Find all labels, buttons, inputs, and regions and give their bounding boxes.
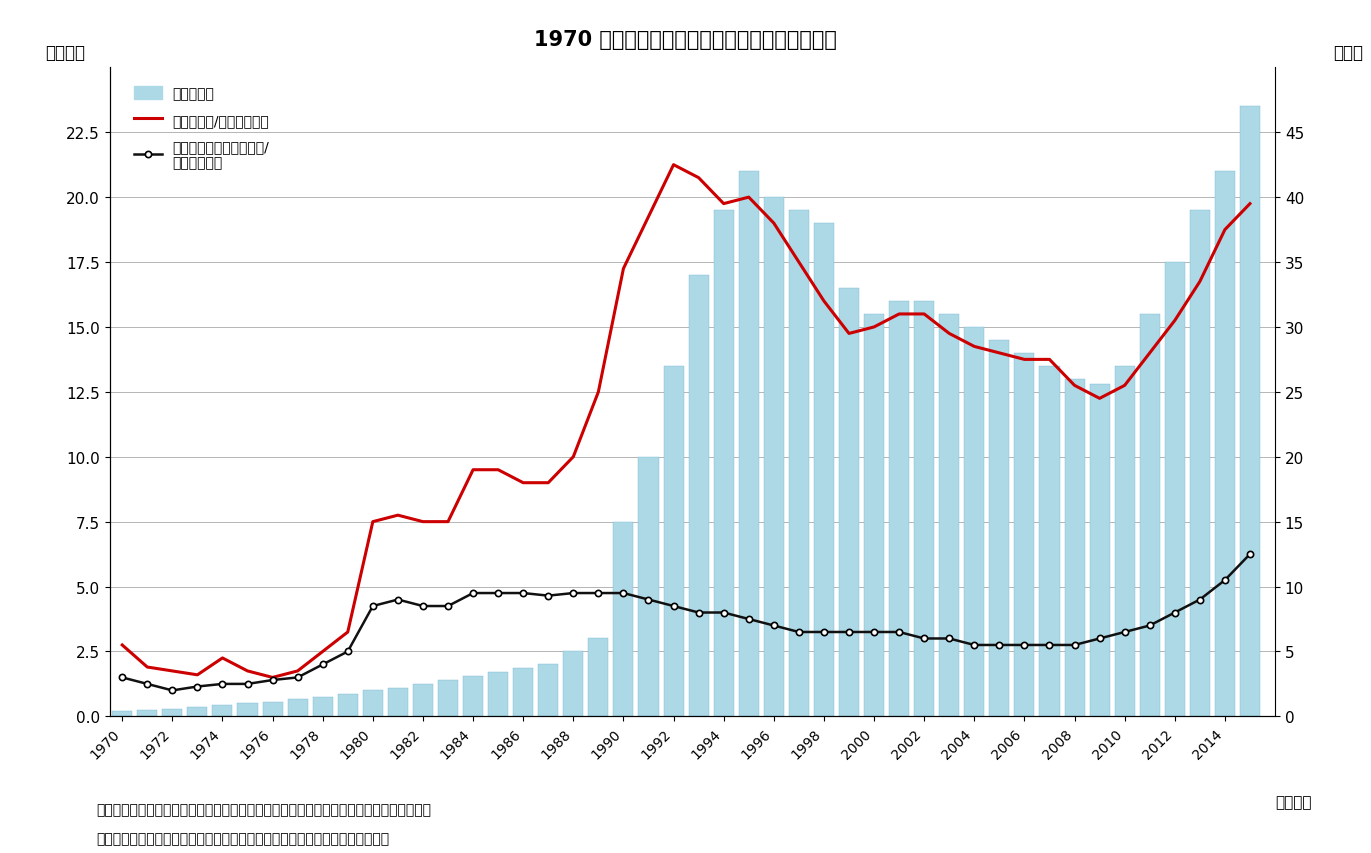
Bar (764, 198, 784, 717)
Bar (714, 211, 733, 717)
Bar (739, 172, 758, 717)
Bar (864, 315, 884, 717)
Bar (639, 457, 658, 717)
Bar (1039, 367, 1060, 717)
Bar (413, 684, 433, 717)
Text: （注）総基金残高は、財政調整基金、減債基金、その他特定目的基金の積立金残高の合計: （注）総基金残高は、財政調整基金、減債基金、その他特定目的基金の積立金残高の合計 (96, 802, 430, 815)
Bar (463, 676, 483, 717)
Bar (112, 711, 132, 717)
Bar (539, 664, 558, 717)
Bar (1139, 315, 1160, 717)
Bar (1239, 107, 1260, 717)
Bar (964, 328, 984, 717)
Bar (213, 705, 233, 717)
Bar (1190, 211, 1209, 717)
Bar (664, 367, 684, 717)
Legend: 総基金残高, 総基金残高/標準財政規模, 財政調整基金積立金残高/
標準財政規模: 総基金残高, 総基金残高/標準財政規模, 財政調整基金積立金残高/ 標準財政規模 (129, 82, 276, 176)
Text: （兆円）: （兆円） (45, 44, 85, 61)
Bar (588, 639, 609, 717)
Bar (513, 669, 533, 717)
Bar (1064, 380, 1084, 717)
Bar (1115, 367, 1135, 717)
Bar (388, 688, 409, 717)
Text: （％）: （％） (1334, 44, 1363, 61)
Bar (488, 672, 509, 717)
Bar (263, 702, 282, 717)
Bar (162, 709, 182, 717)
Bar (839, 288, 860, 717)
Text: （年度）: （年度） (1275, 794, 1312, 809)
Bar (788, 211, 809, 717)
Bar (1165, 263, 1185, 717)
Bar (137, 710, 158, 717)
Bar (188, 707, 207, 717)
Bar (1015, 353, 1035, 717)
Bar (613, 522, 633, 717)
Bar (814, 223, 834, 717)
Bar (888, 302, 909, 717)
Text: （資料）総務省「都道府県決算状況調」「市町村決算状況調」に基づいて作成: （資料）総務省「都道府県決算状況調」「市町村決算状況調」に基づいて作成 (96, 832, 389, 845)
Bar (939, 315, 960, 717)
Bar (688, 276, 709, 717)
Bar (337, 694, 358, 717)
Bar (914, 302, 934, 717)
Text: 1970 年度以降の地方公共団体の基金残高の推移: 1970 年度以降の地方公共団体の基金残高の推移 (535, 30, 836, 49)
Bar (990, 340, 1009, 717)
Bar (363, 691, 383, 717)
Bar (563, 652, 583, 717)
Bar (237, 704, 258, 717)
Bar (313, 697, 333, 717)
Bar (288, 699, 307, 717)
Bar (437, 680, 458, 717)
Bar (1215, 172, 1235, 717)
Bar (1090, 385, 1109, 717)
